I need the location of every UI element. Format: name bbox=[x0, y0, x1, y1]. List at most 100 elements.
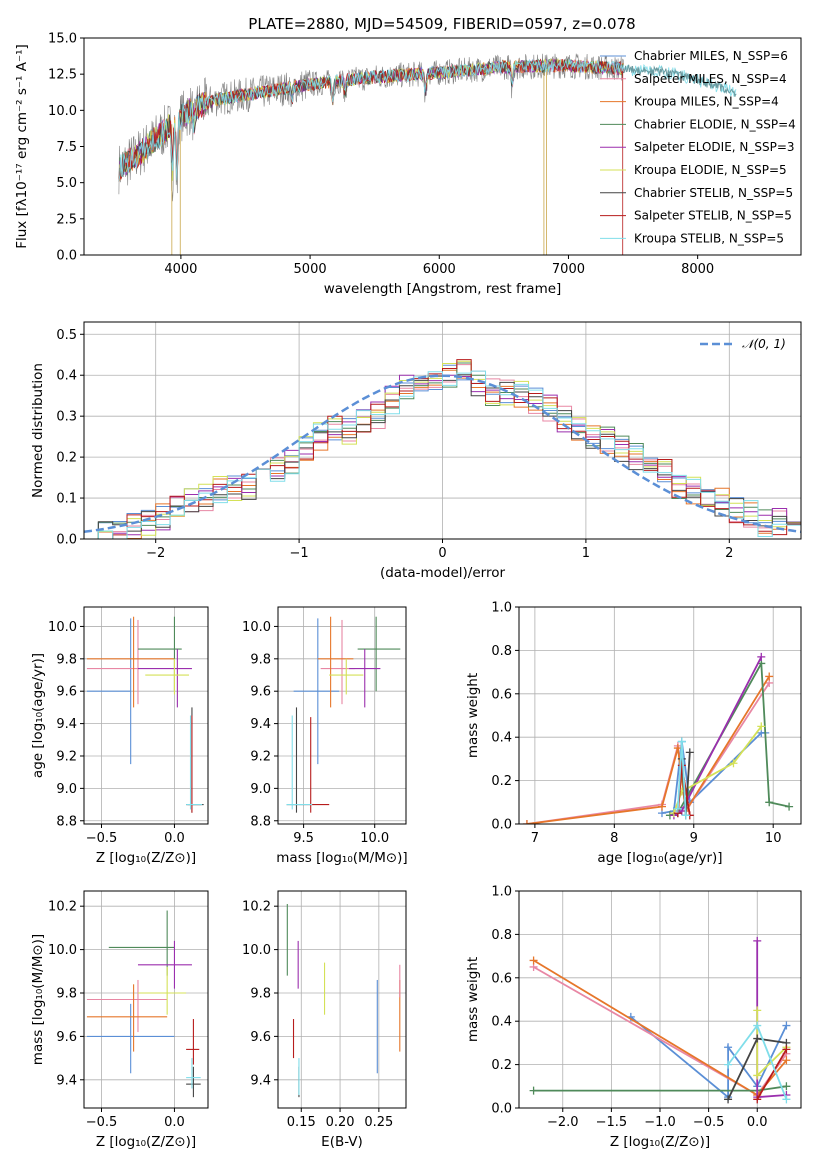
age-vs-mass-ytick-label: 9.0 bbox=[250, 782, 271, 797]
residuals-xtick-label: 1 bbox=[582, 546, 590, 561]
massweight-point-kroupa_stelib bbox=[782, 1095, 791, 1104]
residuals-xlabel: (data-model)/error bbox=[380, 565, 506, 581]
age-vs-mass-ytick-label: 10.0 bbox=[242, 620, 271, 635]
massweight-point-kroupa_miles bbox=[782, 1056, 791, 1065]
age-vs-mass-ytick-label: 9.8 bbox=[250, 652, 271, 667]
spectrum-title: PLATE=2880, MJD=54509, FIBERID=0597, z=0… bbox=[248, 15, 635, 33]
spectrum-frame bbox=[83, 37, 802, 256]
massweight-vs-Z-ytick-label: 0.4 bbox=[491, 1015, 512, 1030]
age-vs-Z-ytick-label: 8.8 bbox=[56, 814, 77, 829]
residuals-panel: −2 −1 0 1 2 0.0 0.1 0.2 0.3 0.4 0.5 (data-model)/er… bbox=[30, 321, 802, 581]
residuals-ytick-label: 0.2 bbox=[56, 451, 77, 466]
legend-label-kroupa_elodie: Kroupa ELODIE, N_SSP=5 bbox=[634, 163, 787, 177]
histogram-kroupa_stelib bbox=[84, 370, 801, 539]
massweight-point-kroupa_stelib bbox=[724, 1060, 733, 1069]
massweight-vs-age-xlabel: age [log₁₀(age/yr)] bbox=[597, 850, 722, 866]
legend-label-kroupa_miles: Kroupa MILES, N_SSP=4 bbox=[634, 95, 779, 109]
residuals-xtick-label: 2 bbox=[725, 546, 733, 561]
spectrum-xtick-label: 6000 bbox=[423, 262, 456, 277]
mass-vs-Z-ytick-label: 9.6 bbox=[56, 1030, 77, 1045]
massweight-vs-Z-xtick-label: 0.0 bbox=[747, 1115, 768, 1130]
spectrum-red-tail bbox=[623, 64, 737, 97]
massweight-vs-age-xtick-label: 10 bbox=[765, 831, 782, 846]
mass-vs-Z-ytick-label: 10.2 bbox=[48, 900, 77, 915]
massweight-vs-Z-xtick-label: −0.5 bbox=[693, 1115, 725, 1130]
legend-label-chabrier_elodie: Chabrier ELODIE, N_SSP=4 bbox=[634, 117, 796, 131]
massweight-vs-Z-frame bbox=[518, 890, 802, 1109]
residuals-xtick-label: 0 bbox=[438, 546, 446, 561]
gaussian-legend-label: 𝒩(0, 1) bbox=[742, 337, 786, 351]
mass-vs-Z-plot-area bbox=[86, 910, 201, 1098]
spectrum-xtick-label: 5000 bbox=[294, 262, 327, 277]
age-vs-Z-frame bbox=[83, 606, 209, 825]
massweight-point-kroupa_elodie bbox=[753, 1071, 762, 1080]
age-vs-Z-panel: −0.5 0.0 8.8 9.0 9.2 9.4 9.6 9.8 10.0 Z [log₁₀(Z/… bbox=[30, 606, 209, 866]
age-vs-Z-ytick-label: 9.6 bbox=[56, 685, 77, 700]
mass-vs-Z-xtick-label: −0.5 bbox=[86, 1115, 118, 1130]
spectrum-xtick-label: 7000 bbox=[552, 262, 585, 277]
massweight-point-salpeter_stelib bbox=[753, 1095, 762, 1104]
spectrum-ytick-label: 10.0 bbox=[48, 104, 77, 119]
age-vs-mass-xtick-label: 10.0 bbox=[360, 831, 389, 846]
massweight-point-kroupa_elodie bbox=[753, 1006, 762, 1015]
spectrum-ytick-label: 5.0 bbox=[56, 176, 77, 191]
massweight-point-chabrier_elodie bbox=[529, 1086, 538, 1095]
massweight-point-salpeter_elodie bbox=[753, 936, 762, 945]
mass-vs-Z-ytick-label: 9.4 bbox=[56, 1073, 77, 1088]
residuals-frame bbox=[83, 321, 802, 540]
massweight-point-kroupa_miles bbox=[522, 820, 531, 824]
legend-label-chabrier_stelib: Chabrier STELIB, N_SSP=5 bbox=[634, 186, 793, 200]
massweight-point-chabrier_miles bbox=[724, 1043, 733, 1052]
massweight-point-kroupa_elodie bbox=[729, 759, 738, 768]
mass-vs-ebv-plot-area bbox=[286, 904, 401, 1098]
residuals-ytick-label: 0.0 bbox=[56, 533, 77, 548]
massweight-point-kroupa_miles bbox=[657, 802, 666, 811]
age-vs-Z-xtick-label: −0.5 bbox=[86, 831, 118, 846]
age-vs-mass-ytick-label: 9.2 bbox=[250, 749, 271, 764]
massweight-vs-Z-ytick-label: 0.2 bbox=[491, 1058, 512, 1073]
massweight-point-chabrier_stelib bbox=[753, 1034, 762, 1043]
age-vs-mass-plot-area bbox=[286, 616, 401, 813]
massweight-point-chabrier_stelib bbox=[685, 748, 694, 757]
spectrum-panel: 4000 5000 6000 7000 8000 0.0 2.5 5.0 7.5 10.0 12.5… bbox=[14, 32, 802, 297]
gaussian-reference-line bbox=[84, 374, 801, 534]
massweight-point-salpeter_elodie bbox=[757, 652, 766, 661]
mass-vs-ebv-ytick-label: 9.8 bbox=[250, 986, 271, 1001]
mass-vs-ebv-ytick-label: 9.4 bbox=[250, 1073, 271, 1088]
age-vs-Z-xlabel: Z [log₁₀(Z/Z⊙)] bbox=[96, 850, 196, 866]
massweight-vs-age-frame bbox=[518, 606, 802, 825]
mass-vs-Z-ylabel: mass [log₁₀(M/M⊙)] bbox=[30, 934, 46, 1065]
mass-vs-ebv-panel: 0.15 0.20 0.25 9.4 9.6 9.8 10.0 10.2 E(B-V) bbox=[242, 890, 407, 1150]
age-vs-Z-ytick-label: 9.8 bbox=[56, 652, 77, 667]
age-vs-mass-ytick-label: 9.6 bbox=[250, 685, 271, 700]
massweight-point-kroupa_stelib bbox=[673, 804, 682, 813]
massweight-vs-Z-xtick-label: −1.5 bbox=[596, 1115, 628, 1130]
massweight-vs-age-ytick-label: 0.6 bbox=[491, 687, 512, 702]
massweight-point-salpeter_stelib bbox=[782, 1045, 791, 1054]
massweight-line-salpeter_stelib bbox=[756, 1048, 788, 1100]
massweight-vs-age-panel: 7 8 9 10 0.0 0.2 0.4 0.6 0.8 1.0 age [log₁₀(age/yr… bbox=[465, 601, 802, 866]
residuals-ytick-label: 0.5 bbox=[56, 328, 77, 343]
massweight-vs-age-xtick-label: 8 bbox=[610, 831, 618, 846]
massweight-vs-age-plot-area bbox=[522, 652, 794, 824]
legend-label-kroupa_stelib: Kroupa STELIB, N_SSP=5 bbox=[634, 231, 784, 245]
mass-vs-Z-ytick-label: 10.0 bbox=[48, 943, 77, 958]
massweight-vs-age-xtick-label: 9 bbox=[690, 831, 698, 846]
spectrum-plot-area bbox=[118, 53, 737, 255]
massweight-point-kroupa_elodie bbox=[757, 722, 766, 731]
massweight-point-kroupa_miles bbox=[765, 672, 774, 681]
massweight-vs-Z-ylabel: mass weight bbox=[465, 957, 481, 1042]
mass-vs-Z-ytick-label: 9.8 bbox=[56, 986, 77, 1001]
mass-vs-Z-panel: −0.5 0.0 9.4 9.6 9.8 10.0 10.2 Z [log₁₀(Z/Z⊙)] m… bbox=[30, 890, 209, 1150]
legend-label-salpeter_stelib: Salpeter STELIB, N_SSP=5 bbox=[634, 209, 792, 223]
spectrum-xtick-label: 8000 bbox=[681, 262, 714, 277]
mass-vs-Z-xlabel: Z [log₁₀(Z/Z⊙)] bbox=[96, 1134, 196, 1150]
massweight-point-chabrier_miles bbox=[782, 1021, 791, 1030]
massweight-point-chabrier_elodie bbox=[785, 802, 794, 811]
mass-vs-ebv-frame bbox=[277, 890, 407, 1109]
age-vs-Z-ylabel: age [log₁₀(age/yr)] bbox=[30, 653, 46, 778]
age-vs-mass-ytick-label: 9.4 bbox=[250, 717, 271, 732]
spectrum-ylabel: Flux [fλ10⁻¹⁷ erg cm⁻² s⁻¹ A⁻¹] bbox=[14, 44, 30, 249]
histogram-kroupa_elodie bbox=[84, 360, 801, 539]
mass-vs-ebv-ytick-label: 10.2 bbox=[242, 900, 271, 915]
